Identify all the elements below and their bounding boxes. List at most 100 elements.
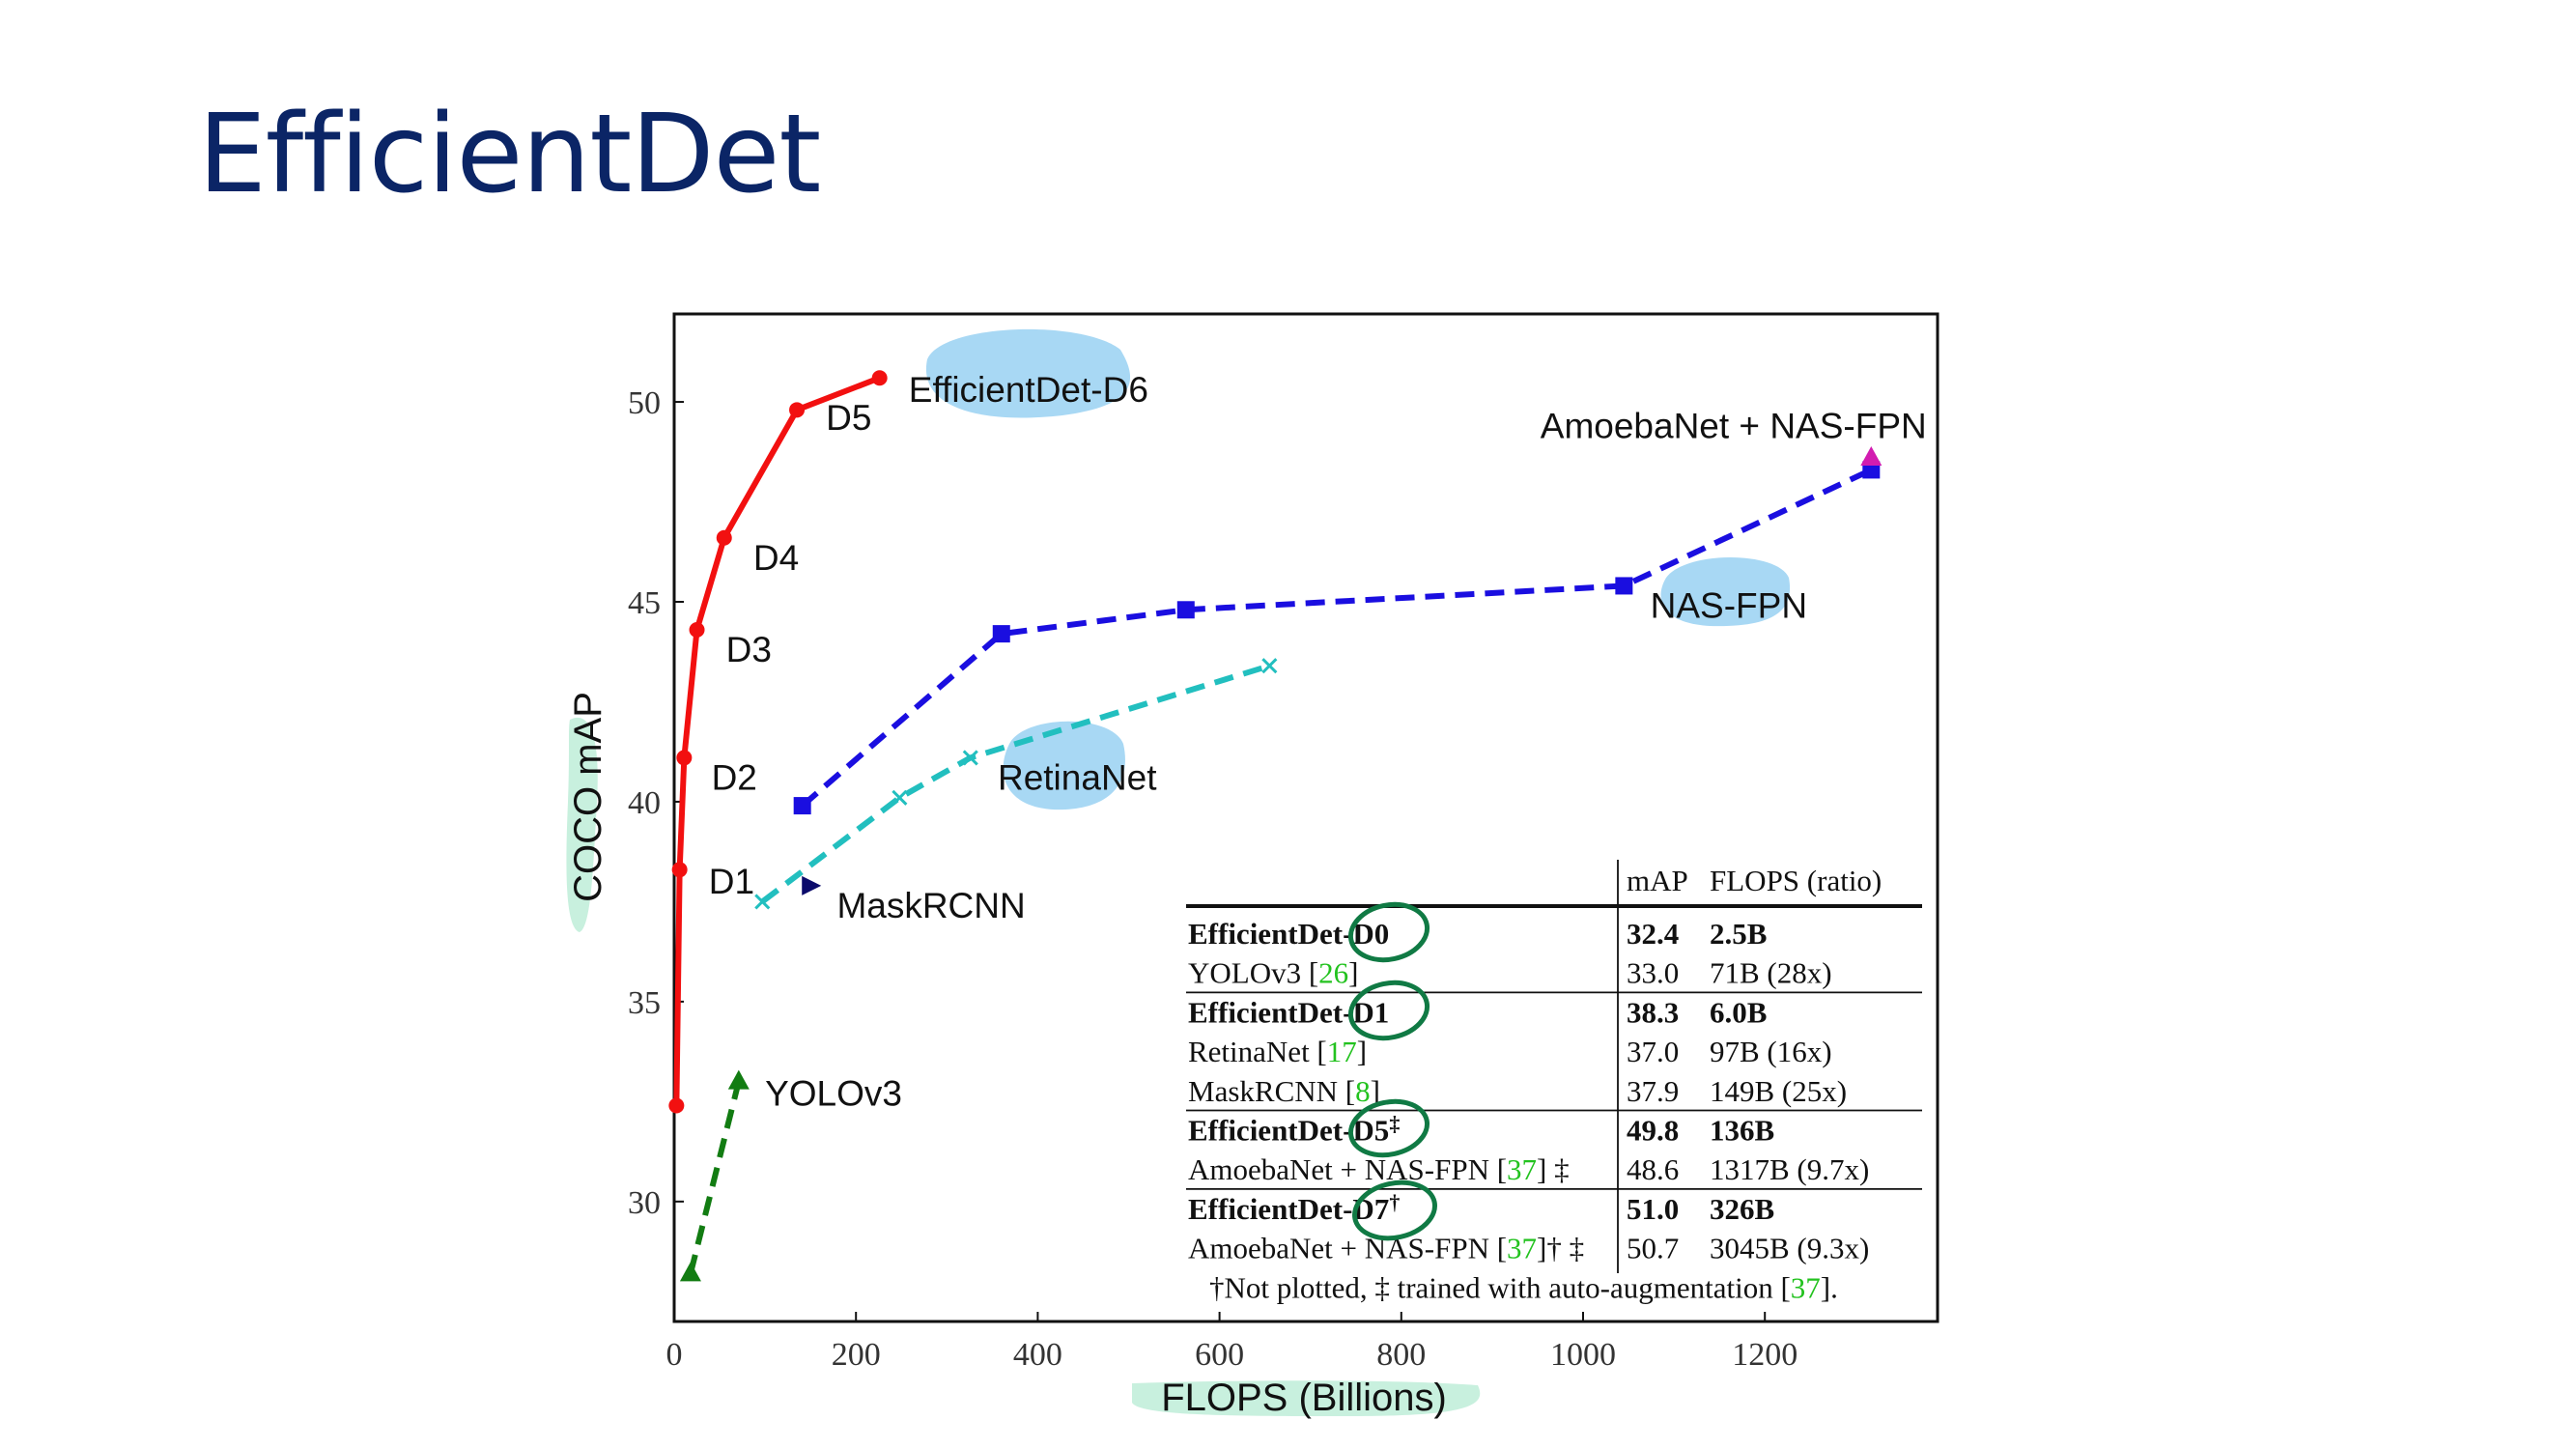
series-yolov3 — [679, 1069, 750, 1282]
table-row-map: 32.4 — [1627, 917, 1679, 951]
data-point — [892, 789, 908, 806]
annotation-label: D4 — [753, 538, 799, 578]
table-row-model: AmoebaNet + NAS-FPN [37]† ‡ — [1188, 1232, 1584, 1265]
x-tick-label: 1200 — [1732, 1337, 1798, 1373]
annotation-label: MaskRCNN — [836, 886, 1025, 925]
pen-circle-2 — [1347, 1098, 1430, 1158]
table-row-map: 49.8 — [1627, 1114, 1679, 1148]
highlight-mark-4 — [566, 717, 598, 932]
x-tick-label: 0 — [666, 1337, 683, 1373]
table-header-flops: FLOPS (ratio) — [1710, 864, 1882, 897]
slide-title: EfficientDet — [198, 92, 821, 217]
table-row-map: 48.6 — [1627, 1152, 1679, 1186]
y-tick-label: 45 — [628, 585, 661, 621]
pen-circle-3 — [1352, 1179, 1437, 1241]
table-row-flops: 1317B (9.7x) — [1710, 1152, 1869, 1186]
highlight-mark-2 — [1003, 721, 1125, 810]
highlight-mark-1 — [1660, 557, 1791, 627]
data-point — [1261, 658, 1278, 674]
data-point — [802, 875, 822, 895]
series-nas-fpn — [793, 461, 1881, 815]
table-row-flops: 6.0B — [1710, 995, 1767, 1029]
data-point — [992, 625, 1010, 643]
table-row-flops: 71B (28x) — [1710, 956, 1832, 990]
y-axis-label: COCO mAP — [567, 692, 609, 902]
data-point — [871, 370, 888, 386]
annotation-label: D2 — [712, 758, 757, 798]
plot-frame — [672, 312, 1939, 1323]
table-header-map: mAP — [1627, 864, 1688, 897]
data-point — [1176, 601, 1195, 619]
x-axis-label: FLOPS (Billions) — [1161, 1377, 1447, 1419]
series-retinanet — [754, 658, 1278, 910]
table-row-map: 33.0 — [1627, 956, 1679, 990]
table-row-model: EfficientDet-D1 — [1188, 995, 1389, 1029]
table-row-flops: 2.5B — [1710, 917, 1767, 951]
pen-circle-1 — [1347, 980, 1430, 1041]
results-table: mAP FLOPS (ratio)EfficientDet-D0 32.4 2.5BY… — [1186, 860, 1922, 1304]
table-row-model: RetinaNet [17] — [1188, 1035, 1367, 1068]
table-row-model: MaskRCNN [8] — [1188, 1074, 1380, 1108]
series-line — [760, 663, 1271, 904]
annotation-label: RetinaNet — [998, 758, 1157, 798]
table-row-map: 37.9 — [1627, 1074, 1679, 1108]
data-point — [1860, 446, 1882, 466]
y-tick-label: 40 — [628, 785, 661, 821]
y-tick-label: 35 — [628, 985, 661, 1021]
x-tick-label: 200 — [832, 1337, 881, 1373]
highlights — [566, 328, 1791, 1416]
table-row-flops: 136B — [1710, 1114, 1774, 1148]
table-row-map: 38.3 — [1627, 995, 1679, 1029]
data-point — [671, 862, 688, 878]
series-line — [673, 375, 881, 1106]
annotation-label: D5 — [826, 398, 871, 438]
y-tick-label: 30 — [628, 1185, 661, 1221]
table-row-map: 50.7 — [1627, 1232, 1679, 1265]
annotation-label: D3 — [726, 630, 772, 669]
data-point — [789, 402, 806, 418]
annotations: EfficientDet-D6 D5 D4 D3 D2 D1 NAS-FPN AmoebaNe… — [709, 370, 1927, 1113]
annotation-label: YOLOv3 — [765, 1074, 902, 1114]
y-tick-label: 50 — [628, 385, 661, 421]
x-tick-label: 400 — [1013, 1337, 1062, 1373]
annotation-label: D1 — [709, 862, 754, 901]
series-line — [800, 467, 1873, 809]
annotation-label: AmoebaNet + NAS-FPN — [1541, 406, 1927, 445]
series-amoebanet-nas-fpn — [1860, 446, 1882, 466]
series-line — [688, 1080, 742, 1275]
pen-circle-0 — [1347, 901, 1430, 963]
table-row-model: AmoebaNet + NAS-FPN [37] ‡ — [1188, 1152, 1570, 1186]
data-point — [679, 1262, 701, 1282]
data-point — [1615, 577, 1633, 595]
data-point — [793, 797, 811, 815]
series-efficientdet — [668, 370, 888, 1114]
series-layer — [668, 370, 1882, 1282]
data-point — [676, 750, 693, 766]
x-tick-label: 600 — [1195, 1337, 1244, 1373]
annotation-label: EfficientDet-D6 — [909, 370, 1148, 410]
table-row-model: YOLOv3 [26] — [1188, 956, 1359, 990]
series-maskrcnn — [802, 875, 822, 895]
x-tick-label: 800 — [1376, 1337, 1426, 1373]
table-row-flops: 97B (16x) — [1710, 1035, 1832, 1068]
highlight-mark-0 — [925, 328, 1131, 418]
table-row-map: 37.0 — [1627, 1035, 1679, 1068]
highlight-mark-3 — [1132, 1380, 1481, 1416]
table-row-model: EfficientDet-D5‡ — [1188, 1112, 1400, 1148]
x-tick-label: 1000 — [1550, 1337, 1616, 1373]
data-point — [962, 750, 978, 766]
data-point — [727, 1069, 750, 1090]
table-row-flops: 326B — [1710, 1192, 1774, 1226]
table-row-flops: 3045B (9.3x) — [1710, 1232, 1869, 1265]
table-row-map: 51.0 — [1627, 1192, 1679, 1226]
table-footnote: †Not plotted, ‡ trained with auto-augmen… — [1209, 1270, 1838, 1304]
data-point — [668, 1097, 685, 1114]
data-point — [716, 529, 732, 546]
annotation-label: NAS-FPN — [1651, 586, 1807, 626]
data-point — [689, 621, 705, 638]
pen-circles — [1347, 901, 1437, 1241]
axis-ticks: 0 200 400 600 800 1000 1200 30 35 40 45 50 — [628, 385, 1798, 1373]
table-row-flops: 149B (25x) — [1710, 1074, 1847, 1108]
data-point — [754, 894, 771, 910]
